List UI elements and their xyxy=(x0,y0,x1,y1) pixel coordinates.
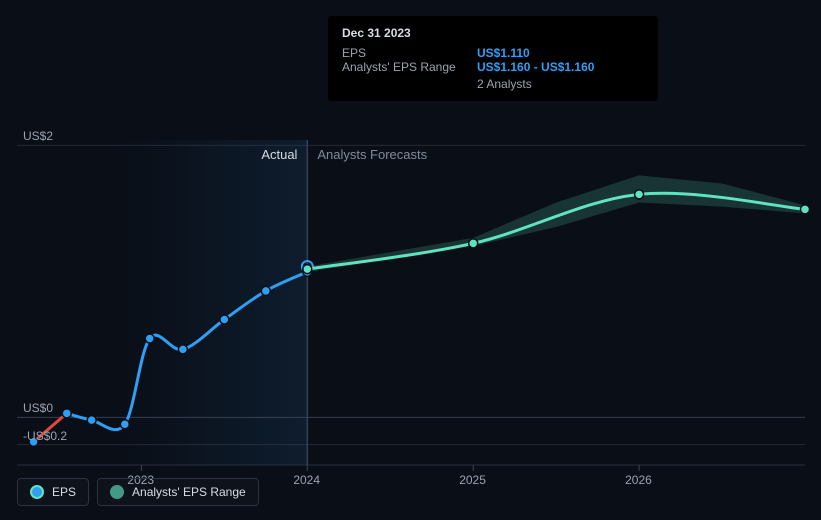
zone-label-forecast: Analysts Forecasts xyxy=(317,147,427,162)
legend-swatch-range-icon xyxy=(110,485,124,499)
legend-item-range[interactable]: Analysts' EPS Range xyxy=(97,478,259,506)
legend-swatch-eps-icon xyxy=(30,485,44,499)
tooltip-range-value: US$1.160 - US$1.160 xyxy=(477,60,594,74)
chart-tooltip: Dec 31 2023 EPS US$1.110 Analysts' EPS R… xyxy=(328,16,658,101)
chart-legend: EPS Analysts' EPS Range xyxy=(17,478,259,506)
legend-item-eps[interactable]: EPS xyxy=(17,478,89,506)
tooltip-eps-value: US$1.110 xyxy=(477,46,530,60)
y-tick-label: -US$0.2 xyxy=(23,429,67,443)
tooltip-range-label: Analysts' EPS Range xyxy=(342,60,477,74)
zone-label-actual: Actual xyxy=(261,147,297,162)
legend-label-eps: EPS xyxy=(52,485,76,499)
tooltip-eps-label: EPS xyxy=(342,46,477,60)
x-tick-label: 2026 xyxy=(625,473,652,487)
legend-label-range: Analysts' EPS Range xyxy=(132,485,246,499)
x-tick-label: 2025 xyxy=(459,473,486,487)
y-tick-label: US$2 xyxy=(23,129,53,143)
tooltip-date: Dec 31 2023 xyxy=(342,26,644,40)
y-tick-label: US$0 xyxy=(23,401,53,415)
tooltip-analysts: 2 Analysts xyxy=(477,77,644,91)
x-tick-label: 2024 xyxy=(293,473,320,487)
